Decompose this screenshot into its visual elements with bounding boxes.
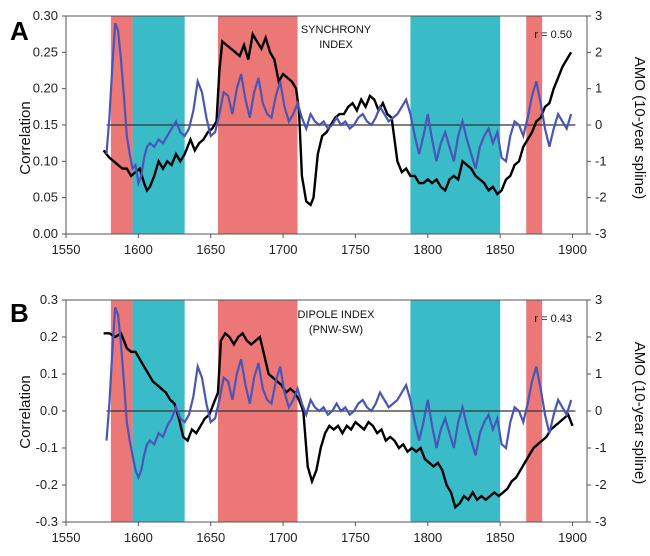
- y-tick-label: 0.10: [33, 153, 58, 168]
- y-tick-label: -0.3: [36, 514, 58, 529]
- x-tick-label: 1850: [486, 530, 515, 545]
- x-tick-label: 1750: [341, 530, 370, 545]
- r-label: r = 0.43: [534, 313, 572, 325]
- x-tick-label: 1650: [196, 242, 225, 257]
- y-axis-label: Correlation: [17, 375, 34, 448]
- y-right-tick-label: -3: [595, 226, 607, 241]
- x-tick-label: 1750: [341, 242, 370, 257]
- y-tick-label: 0.25: [33, 44, 58, 59]
- x-tick-label: 1700: [269, 242, 298, 257]
- y-right-tick-label: 0: [595, 117, 602, 132]
- y-right-tick-group: -3 -2 -1 0 1 2 3: [587, 292, 607, 529]
- x-tick-label: 1600: [124, 530, 153, 545]
- y-axis-label: Correlation: [17, 101, 34, 174]
- y-tick-label: 0.15: [33, 117, 58, 132]
- y-right-axis-label: AMO (10-year spline): [631, 342, 648, 485]
- x-tick-label: 1800: [413, 530, 442, 545]
- y-tick-label: 0.2: [40, 329, 58, 344]
- y-right-tick-label: 3: [595, 8, 602, 23]
- y-tick-label: 0.0: [40, 403, 58, 418]
- panel-letter: A: [10, 16, 29, 46]
- y-right-tick-label: -1: [595, 440, 607, 455]
- x-tick-label: 1700: [269, 530, 298, 545]
- y-tick-label: -0.2: [36, 477, 58, 492]
- y-tick-label: 0.3: [40, 292, 58, 307]
- y-right-tick-label: -2: [595, 190, 607, 205]
- y-tick-label: -0.1: [36, 440, 58, 455]
- x-tick-label: 1650: [196, 530, 225, 545]
- y-right-tick-label: 1: [595, 366, 602, 381]
- y-right-tick-group: -3 -2 -1 0 1 2 3: [587, 8, 607, 241]
- x-tick-label: 1900: [558, 242, 587, 257]
- x-tick-label: 1550: [52, 242, 81, 257]
- y-right-tick-label: 1: [595, 81, 602, 96]
- x-tick-label: 1850: [486, 242, 515, 257]
- annotation-line-1: SYNCHRONY: [301, 24, 372, 36]
- annotation-line-2: INDEX: [319, 39, 353, 51]
- x-tick-group: 1550 1600 1650 1700 1750 1800 1850 1900: [52, 522, 587, 545]
- y-right-tick-label: -2: [595, 477, 607, 492]
- y-tick-group: 0.00 0.05 0.10 0.15 0.20 0.25 0.30: [33, 8, 66, 241]
- x-tick-label: 1800: [413, 242, 442, 257]
- y-tick-label: 0.05: [33, 190, 58, 205]
- panel-a: A 1550 1600 1650 1700 1750 1800 1850 1900 0.000…: [10, 8, 648, 257]
- y-tick-label: 0.1: [40, 366, 58, 381]
- x-tick-label: 1550: [52, 530, 81, 545]
- panel-b: B 1550 1600 1650 1700 1750 1800 1850 1900 -0.3-…: [10, 292, 648, 545]
- y-right-tick-label: 2: [595, 44, 602, 59]
- y-tick-label: 0.20: [33, 81, 58, 96]
- y-tick-label: 0.00: [33, 226, 58, 241]
- annotation-line-2: (PNW-SW): [309, 324, 363, 336]
- x-tick-label: 1600: [124, 242, 153, 257]
- y-right-tick-label: 3: [595, 292, 602, 307]
- x-tick-label: 1900: [558, 530, 587, 545]
- y-tick-label: 0.30: [33, 8, 58, 23]
- y-right-tick-label: 0: [595, 403, 602, 418]
- y-right-tick-label: 2: [595, 329, 602, 344]
- r-label: r = 0.50: [534, 29, 572, 41]
- y-right-axis-label: AMO (10-year spline): [631, 57, 648, 200]
- y-right-tick-label: -3: [595, 514, 607, 529]
- x-tick-group: 1550 1600 1650 1700 1750 1800 1850 1900: [52, 234, 587, 257]
- annotation-line-1: DIPOLE INDEX: [297, 309, 375, 321]
- y-right-tick-label: -1: [595, 153, 607, 168]
- y-tick-group: -0.3 -0.2 -0.1 0.0 0.1 0.2 0.3: [36, 292, 66, 529]
- panel-letter: B: [10, 298, 29, 328]
